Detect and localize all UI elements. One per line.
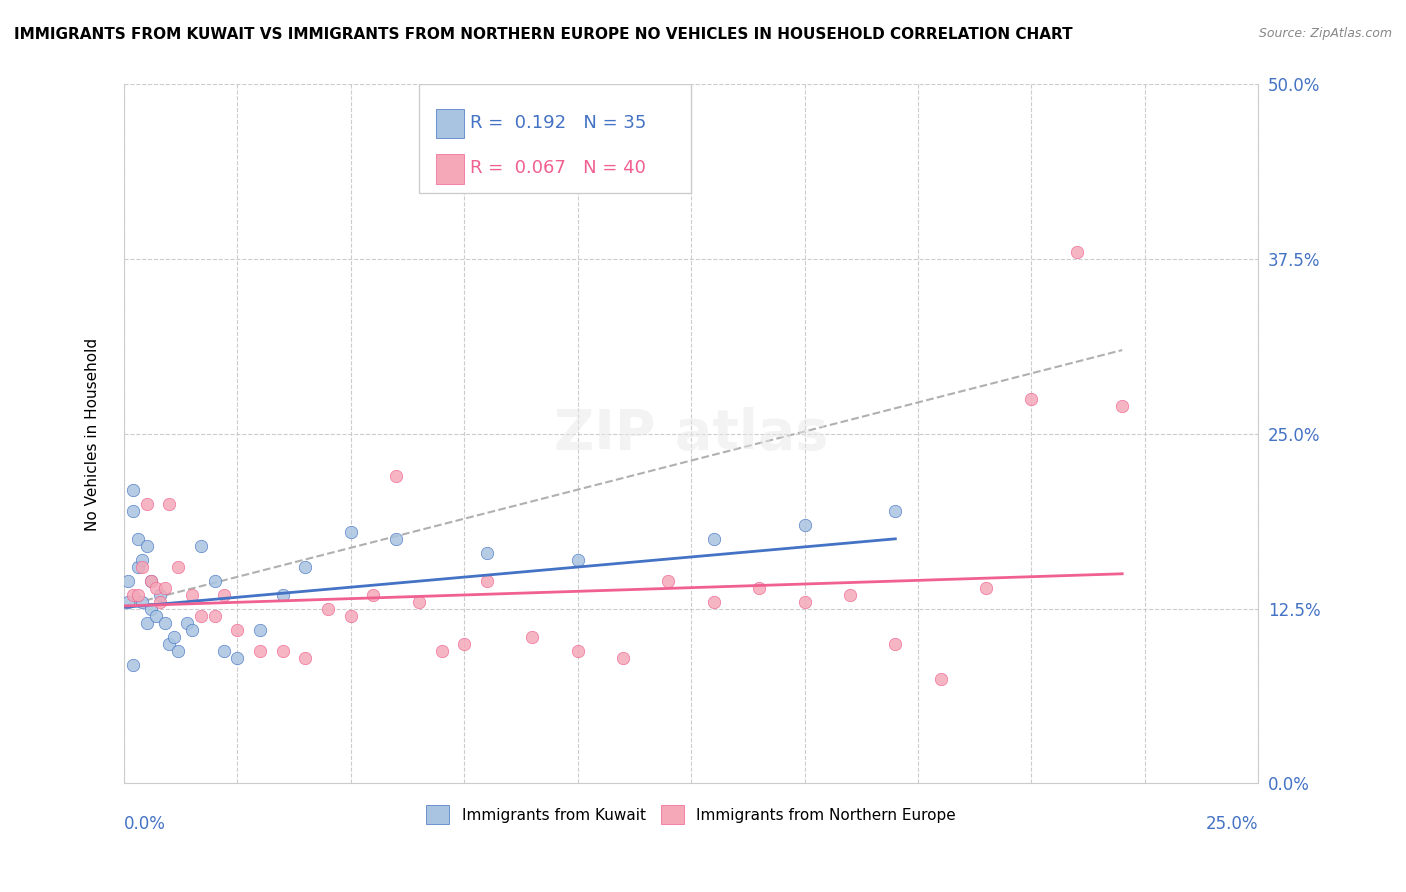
Point xyxy=(145,581,167,595)
Point xyxy=(145,608,167,623)
Text: 0.0%: 0.0% xyxy=(124,815,166,833)
Point xyxy=(149,595,172,609)
Point xyxy=(117,574,139,588)
Point xyxy=(453,637,475,651)
Point xyxy=(149,588,172,602)
Point xyxy=(316,601,339,615)
Point xyxy=(1066,245,1088,260)
Point xyxy=(122,657,145,672)
Point xyxy=(176,615,198,630)
Text: ZIP atlas: ZIP atlas xyxy=(554,407,828,461)
Point xyxy=(204,608,226,623)
Point xyxy=(408,595,430,609)
Point xyxy=(122,504,145,518)
Point xyxy=(212,643,235,657)
Point xyxy=(157,637,180,651)
Point xyxy=(190,608,212,623)
Point xyxy=(153,615,176,630)
Point xyxy=(226,650,249,665)
Point xyxy=(884,504,907,518)
Point xyxy=(1021,392,1043,406)
Point xyxy=(271,643,294,657)
Text: 25.0%: 25.0% xyxy=(1206,815,1258,833)
FancyBboxPatch shape xyxy=(436,154,464,184)
Point xyxy=(190,539,212,553)
Point xyxy=(839,588,862,602)
Text: IMMIGRANTS FROM KUWAIT VS IMMIGRANTS FROM NORTHERN EUROPE NO VEHICLES IN HOUSEHO: IMMIGRANTS FROM KUWAIT VS IMMIGRANTS FRO… xyxy=(14,27,1073,42)
Point xyxy=(249,623,271,637)
Text: R =  0.192   N = 35: R = 0.192 N = 35 xyxy=(470,114,647,132)
Point xyxy=(127,588,149,602)
Point xyxy=(181,588,204,602)
Point xyxy=(122,588,145,602)
Point xyxy=(127,532,149,546)
Point xyxy=(657,574,679,588)
Point xyxy=(748,581,770,595)
Point xyxy=(167,643,190,657)
Point xyxy=(122,483,145,497)
Point xyxy=(117,595,139,609)
Point xyxy=(153,581,176,595)
Point xyxy=(522,630,544,644)
Point xyxy=(226,623,249,637)
Point xyxy=(567,643,589,657)
Point xyxy=(131,553,153,567)
Point xyxy=(340,608,363,623)
Point xyxy=(703,532,725,546)
Point xyxy=(793,517,815,532)
Point xyxy=(212,588,235,602)
Point xyxy=(181,623,204,637)
Point xyxy=(294,559,316,574)
Point xyxy=(131,559,153,574)
Point xyxy=(139,574,162,588)
Point xyxy=(475,574,498,588)
Point xyxy=(1111,399,1133,413)
Point xyxy=(131,595,153,609)
Point xyxy=(340,524,363,539)
Point xyxy=(271,588,294,602)
Point xyxy=(204,574,226,588)
Point xyxy=(135,539,157,553)
Point xyxy=(167,559,190,574)
Point xyxy=(567,553,589,567)
Point xyxy=(884,637,907,651)
FancyBboxPatch shape xyxy=(436,109,464,138)
Point xyxy=(974,581,997,595)
Point xyxy=(385,532,408,546)
Text: R =  0.067   N = 40: R = 0.067 N = 40 xyxy=(470,160,645,178)
Point xyxy=(385,469,408,483)
Point xyxy=(139,574,162,588)
Point xyxy=(363,588,385,602)
Point xyxy=(430,643,453,657)
Point xyxy=(157,497,180,511)
Point xyxy=(703,595,725,609)
Point xyxy=(929,672,952,686)
Text: Source: ZipAtlas.com: Source: ZipAtlas.com xyxy=(1258,27,1392,40)
Point xyxy=(249,643,271,657)
Y-axis label: No Vehicles in Household: No Vehicles in Household xyxy=(86,337,100,531)
Point xyxy=(793,595,815,609)
Point xyxy=(135,497,157,511)
Point xyxy=(612,650,634,665)
Point xyxy=(139,601,162,615)
Point xyxy=(475,546,498,560)
Point xyxy=(163,630,186,644)
Legend: Immigrants from Kuwait, Immigrants from Northern Europe: Immigrants from Kuwait, Immigrants from … xyxy=(419,797,963,831)
FancyBboxPatch shape xyxy=(419,85,692,193)
Point xyxy=(135,615,157,630)
Point xyxy=(294,650,316,665)
Point xyxy=(127,559,149,574)
